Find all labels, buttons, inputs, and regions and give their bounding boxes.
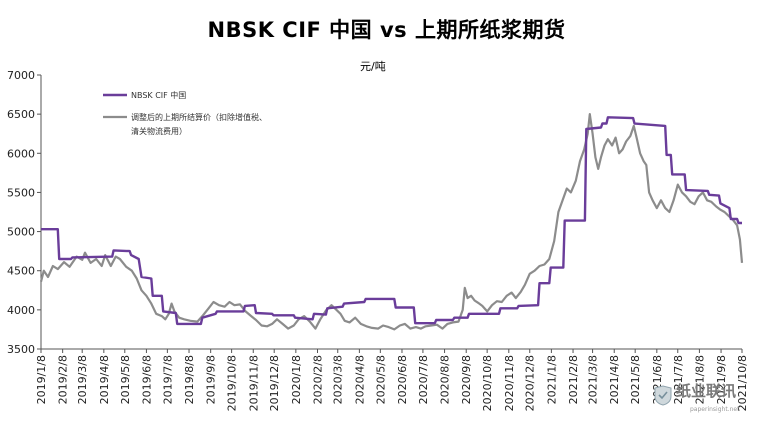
x-tick-label: 2019/12/8 — [268, 355, 281, 411]
series-line-shfe — [39, 113, 744, 331]
series-line-nbsk — [41, 116, 742, 326]
x-tick-label: 2019/1/8 — [35, 355, 48, 404]
x-tick-label: 2021/3/8 — [587, 355, 600, 404]
x-tick-label: 2019/10/8 — [226, 355, 239, 411]
x-tick-label: 2020/5/8 — [374, 355, 387, 404]
x-tick-label: 2019/7/8 — [161, 355, 174, 404]
y-tick-label: 4500 — [7, 265, 35, 278]
x-tick-label: 2020/11/8 — [503, 355, 516, 411]
x-tick-label: 2021/4/8 — [608, 355, 621, 404]
watermark-text: 纸业联讯 — [676, 382, 737, 400]
chart-title: NBSK CIF 中国 vs 上期所纸浆期货 — [207, 18, 566, 42]
x-tick-label: 2019/3/8 — [76, 355, 89, 404]
x-tick-label: 2019/6/8 — [140, 355, 153, 404]
y-tick-label: 5500 — [7, 186, 35, 199]
axes: 3500 4000 4500 5000 5500 6000 6500 7000 2019/1/8… — [7, 69, 749, 411]
x-tick-label: 2019/4/8 — [98, 355, 111, 404]
x-tick-label: 2019/9/8 — [205, 355, 218, 404]
x-tick-label: 2020/10/8 — [481, 355, 494, 411]
paper-logo-icon — [654, 385, 672, 406]
x-tick-label: 2020/3/8 — [332, 355, 345, 404]
x-tick-label: 2021/1/8 — [545, 355, 558, 404]
y-tick-label: 5000 — [7, 226, 35, 239]
y-tick-label: 6000 — [7, 147, 35, 160]
x-tick-label: 2019/5/8 — [119, 355, 132, 404]
watermark-url: paperinsight.net — [690, 406, 740, 413]
x-tick-label: 2021/5/8 — [629, 355, 642, 404]
y-tick-label: 3500 — [7, 343, 35, 356]
y-axis-unit: 元/吨 — [360, 60, 386, 73]
x-tick-label: 2021/10/8 — [736, 355, 749, 411]
x-tick-label: 2020/9/8 — [460, 355, 473, 404]
x-tick-label: 2020/1/8 — [290, 355, 303, 404]
x-tick-label: 2021/7/8 — [672, 355, 685, 404]
x-tick-label: 2021/2/8 — [567, 355, 580, 404]
series-lines — [39, 113, 744, 331]
x-tick-label: 2020/12/8 — [524, 355, 537, 411]
x-tick-label: 2020/8/8 — [439, 355, 452, 404]
y-tick-label: 4000 — [7, 304, 35, 317]
watermark: 纸业联讯 paperinsight.net — [650, 378, 768, 420]
y-tick-label: 7000 — [7, 69, 35, 82]
legend-label-nbsk: NBSK CIF 中国 — [131, 90, 186, 100]
x-tick-label: 2020/4/8 — [353, 355, 366, 404]
x-tick-label: 2020/7/8 — [417, 355, 430, 404]
x-tick-label: 2020/2/8 — [311, 355, 324, 404]
x-tick-label: 2019/11/8 — [247, 355, 260, 411]
x-tick-label: 2021/8/8 — [693, 355, 706, 404]
legend-label-shfe: 调整后的上期所结算价（扣除增值税、清关物流费用） — [131, 112, 267, 136]
y-tick-label: 6500 — [7, 108, 35, 121]
x-tick-label: 2019/2/8 — [57, 355, 70, 404]
x-tick-label: 2021/9/8 — [715, 355, 728, 404]
x-tick-label: 2019/8/8 — [183, 355, 196, 404]
x-tick-label: 2020/6/8 — [396, 355, 409, 404]
